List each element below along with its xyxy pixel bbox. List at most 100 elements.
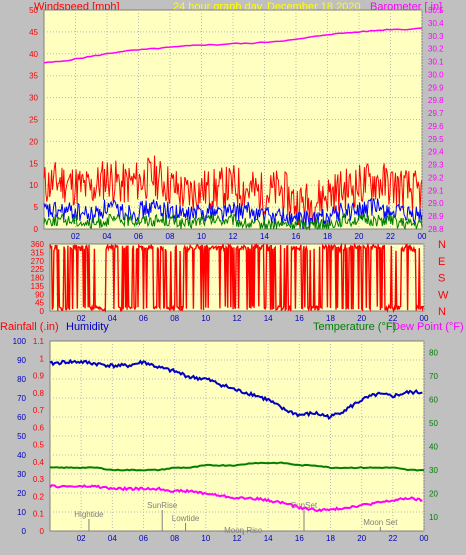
rainfall-tick-label: 0 [40, 527, 45, 536]
direction-tick-label: 360 [31, 240, 45, 249]
humidity-x-tick-label: 06 [139, 534, 148, 543]
barometer-tick-label: 30.4 [428, 19, 444, 28]
temperature-axis-title: Temperature (°F) [313, 321, 396, 333]
event-marker-label: SunSet [291, 501, 318, 510]
barometer-tick-label: 28.8 [428, 225, 444, 234]
wind-x-tick-label: 00 [418, 232, 427, 241]
barometer-tick-label: 30.1 [428, 58, 444, 67]
rainfall-tick-label: 0.3 [33, 475, 45, 484]
rainfall-tick-label: 0.8 [33, 389, 45, 398]
rainfall-tick-label: 1.1 [33, 337, 45, 346]
windspeed-tick-label: 35 [29, 72, 38, 81]
humidity-tick-label: 10 [17, 508, 26, 517]
compass-tick-label: W [438, 289, 449, 301]
humidity-x-tick-label: 14 [264, 534, 273, 543]
humidity-tick-label: 20 [17, 489, 26, 498]
humidity-x-tick-label: 00 [420, 534, 429, 543]
direction-tick-label: 315 [31, 248, 45, 257]
compass-tick-label: E [438, 256, 445, 268]
compass-tick-label: N [438, 239, 446, 251]
barometer-tick-label: 28.9 [428, 212, 444, 221]
event-marker-label: Moon Rise [224, 526, 263, 535]
humidity-tick-label: 60 [17, 413, 26, 422]
direction-tick-label: 90 [35, 290, 44, 299]
direction-x-tick-label: 02 [77, 314, 86, 323]
barometer-tick-label: 30.2 [428, 45, 444, 54]
wind-x-tick-label: 20 [355, 232, 364, 241]
direction-tick-label: 270 [31, 257, 45, 266]
barometer-tick-label: 29.9 [428, 83, 444, 92]
windspeed-tick-label: 20 [29, 137, 38, 146]
windspeed-tick-label: 5 [34, 203, 39, 212]
barometer-tick-label: 29.2 [428, 173, 444, 182]
humidity-x-tick-label: 12 [233, 534, 242, 543]
direction-tick-label: 45 [35, 299, 44, 308]
direction-x-tick-label: 00 [420, 314, 429, 323]
dewpoint-axis-title: Dew Point (°F) [392, 321, 464, 333]
rainfall-tick-label: 0.1 [33, 510, 45, 519]
direction-tick-label: 0 [40, 307, 45, 316]
rainfall-tick-label: 0.6 [33, 423, 45, 432]
humidity-x-tick-label: 22 [388, 534, 397, 543]
rainfall-axis-title: Rainfall (.in) [0, 321, 59, 333]
humidity-x-tick-label: 18 [326, 534, 335, 543]
barometer-tick-label: 29.3 [428, 161, 444, 170]
direction-x-tick-label: 12 [233, 314, 242, 323]
temperature-series-line [49, 461, 425, 472]
humidity-tick-label: 90 [17, 356, 26, 365]
temperature-tick-label: 80 [429, 349, 438, 358]
temperature-tick-label: 40 [429, 443, 438, 452]
humidity-x-tick-label: 04 [108, 534, 117, 543]
barometer-tick-label: 29.5 [428, 135, 444, 144]
wind-x-tick-label: 16 [292, 232, 301, 241]
direction-x-tick-label: 16 [295, 314, 304, 323]
barometer-tick-label: 29.4 [428, 148, 444, 157]
direction-x-tick-label: 04 [108, 314, 117, 323]
rainfall-tick-label: 0.5 [33, 441, 45, 450]
windspeed-tick-label: 40 [29, 50, 38, 59]
wind-x-tick-label: 04 [103, 232, 112, 241]
humidity-tick-label: 0 [22, 527, 27, 536]
event-marker-label: SunRise [147, 501, 178, 510]
event-marker-label: Hightide [74, 510, 104, 519]
event-marker-label: Moon Set [363, 518, 398, 527]
humidity-tick-label: 70 [17, 394, 26, 403]
humidity-x-tick-label: 02 [77, 534, 86, 543]
wind-x-tick-label: 08 [166, 232, 175, 241]
direction-tick-label: 135 [31, 282, 45, 291]
compass-tick-label: N [438, 306, 446, 318]
windspeed-tick-label: 45 [29, 28, 38, 37]
humidity-x-tick-label: 10 [201, 534, 210, 543]
compass-tick-label: S [438, 273, 445, 285]
wind-low-series-line [43, 212, 423, 231]
direction-x-tick-label: 22 [388, 314, 397, 323]
humidity-x-tick-label: 08 [170, 534, 179, 543]
temperature-tick-label: 70 [429, 372, 438, 381]
wind-x-tick-label: 12 [229, 232, 238, 241]
windspeed-tick-label: 0 [34, 225, 39, 234]
rainfall-tick-label: 1 [40, 354, 45, 363]
temperature-tick-label: 50 [429, 419, 438, 428]
humidity-tick-label: 30 [17, 470, 26, 479]
barometer-tick-label: 29.8 [428, 96, 444, 105]
windspeed-tick-label: 15 [29, 159, 38, 168]
temperature-tick-label: 20 [429, 489, 438, 498]
rainfall-tick-label: 0.9 [33, 372, 45, 381]
windspeed-tick-label: 50 [29, 6, 38, 15]
direction-series-line [49, 242, 424, 314]
barometer-series-line [43, 27, 423, 64]
barometer-tick-label: 30.3 [428, 32, 444, 41]
rainfall-tick-label: 0.4 [33, 458, 45, 467]
wind-x-tick-label: 14 [260, 232, 269, 241]
wind-gust-series-line [43, 155, 423, 225]
barometer-tick-label: 29.1 [428, 186, 444, 195]
wind-x-tick-label: 22 [386, 232, 395, 241]
temperature-tick-label: 10 [429, 513, 438, 522]
rainfall-tick-label: 0.7 [33, 406, 45, 415]
humidity-tick-label: 50 [17, 432, 26, 441]
wind-x-tick-label: 02 [71, 232, 80, 241]
direction-x-tick-label: 18 [326, 314, 335, 323]
wind-x-tick-label: 10 [197, 232, 206, 241]
humidity-tick-label: 40 [17, 451, 26, 460]
